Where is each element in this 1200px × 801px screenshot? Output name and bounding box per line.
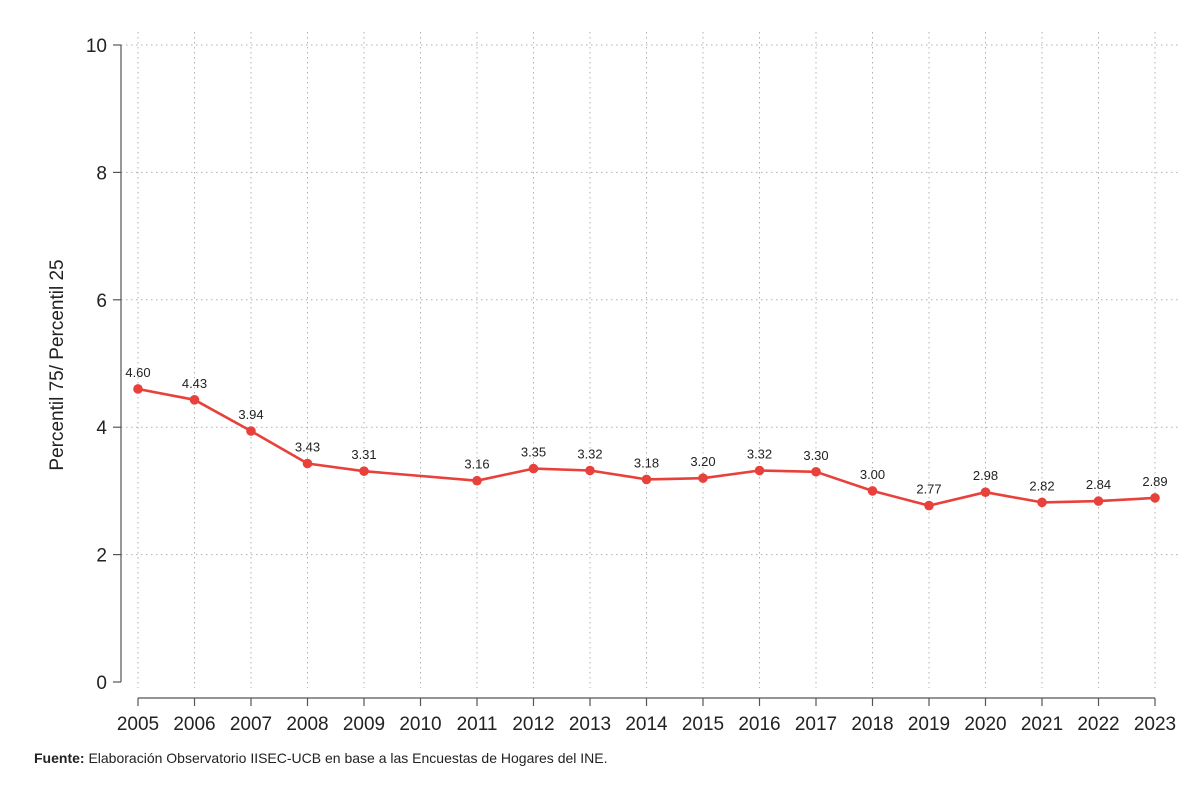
data-label: 2.89: [1142, 474, 1167, 489]
data-label: 3.32: [747, 447, 772, 462]
data-label: 3.35: [521, 445, 546, 460]
y-tick-label: 8: [96, 163, 107, 184]
y-tick-label: 10: [86, 36, 107, 57]
series-line: [137, 387, 1156, 507]
data-point: [811, 466, 821, 477]
data-point: [698, 473, 708, 483]
data-point: [867, 486, 878, 496]
data-point: [980, 487, 991, 497]
x-tick-label: 2015: [682, 714, 724, 735]
data-label: 3.31: [351, 447, 376, 462]
data-point: [585, 465, 595, 476]
data-point: [1037, 497, 1047, 508]
data-label: 4.43: [182, 376, 207, 391]
x-tick-label: 2005: [117, 714, 159, 735]
source-note: Fuente: Elaboración Observatorio IISEC-U…: [34, 750, 608, 766]
x-tick-label: 2009: [343, 714, 385, 735]
grid-layer: [121, 32, 1180, 688]
data-point: [189, 395, 200, 405]
x-tick-label: 2013: [569, 714, 611, 735]
x-tick-label: 2021: [1021, 714, 1063, 735]
x-tick-label: 2006: [173, 714, 215, 735]
data-point: [1150, 493, 1160, 503]
y-tick-label: 2: [96, 546, 107, 567]
y-axis-title: Percentil 75/ Percentil 25: [47, 259, 68, 470]
data-point: [246, 426, 256, 436]
data-label: 3.18: [634, 455, 659, 470]
data-label: 2.82: [1029, 478, 1054, 493]
data-label: 3.00: [860, 467, 885, 482]
data-point: [924, 500, 934, 511]
y-tick-label: 4: [96, 418, 107, 439]
data-point: [133, 384, 143, 394]
data-label: 4.60: [125, 365, 150, 380]
source-text: Elaboración Observatorio IISEC-UCB en ba…: [84, 750, 608, 766]
x-tick-label: 2007: [230, 714, 272, 735]
data-label: 3.16: [464, 457, 489, 472]
data-label: 3.94: [238, 407, 263, 422]
x-tick-label: 2018: [851, 714, 893, 735]
x-tick-label: 2020: [964, 714, 1006, 735]
data-label: 2.98: [973, 468, 998, 483]
axis-layer: 0 2 4 6 8 10 2005 2006 2007 2008 2009 2010 2011 2012 2…: [86, 36, 1176, 735]
series-layer: [133, 384, 1160, 511]
data-label: 3.32: [577, 447, 602, 462]
data-point: [641, 474, 652, 485]
data-label: 2.77: [916, 482, 941, 497]
source-prefix: Fuente:: [34, 750, 85, 766]
x-tick-label: 2010: [399, 714, 441, 735]
x-tick-label: 2011: [457, 714, 498, 735]
x-tick-label: 2014: [625, 714, 668, 735]
data-point: [472, 475, 482, 486]
data-label: 3.20: [690, 454, 715, 469]
data-label: 2.84: [1086, 477, 1111, 492]
x-tick-label: 2008: [286, 714, 328, 735]
x-tick-label: 2022: [1077, 714, 1119, 735]
data-label: 3.43: [295, 440, 320, 455]
data-point: [528, 463, 539, 474]
x-tick-label: 2017: [795, 714, 837, 735]
data-label: 3.30: [803, 448, 828, 463]
data-point: [359, 466, 369, 476]
data-point: [1093, 496, 1104, 506]
y-tick-label: 6: [96, 291, 107, 312]
x-tick-label: 2023: [1134, 714, 1176, 735]
x-tick-label: 2012: [512, 714, 554, 735]
data-point: [754, 465, 765, 476]
x-tick-label: 2019: [908, 714, 950, 735]
y-tick-label: 0: [96, 673, 107, 694]
label-layer: 4.60 4.43 3.94 3.43 3.31 3.16 3.35 3.32 3.18 3.20…: [125, 365, 1167, 497]
data-point: [302, 458, 313, 469]
x-tick-label: 2016: [738, 714, 780, 735]
